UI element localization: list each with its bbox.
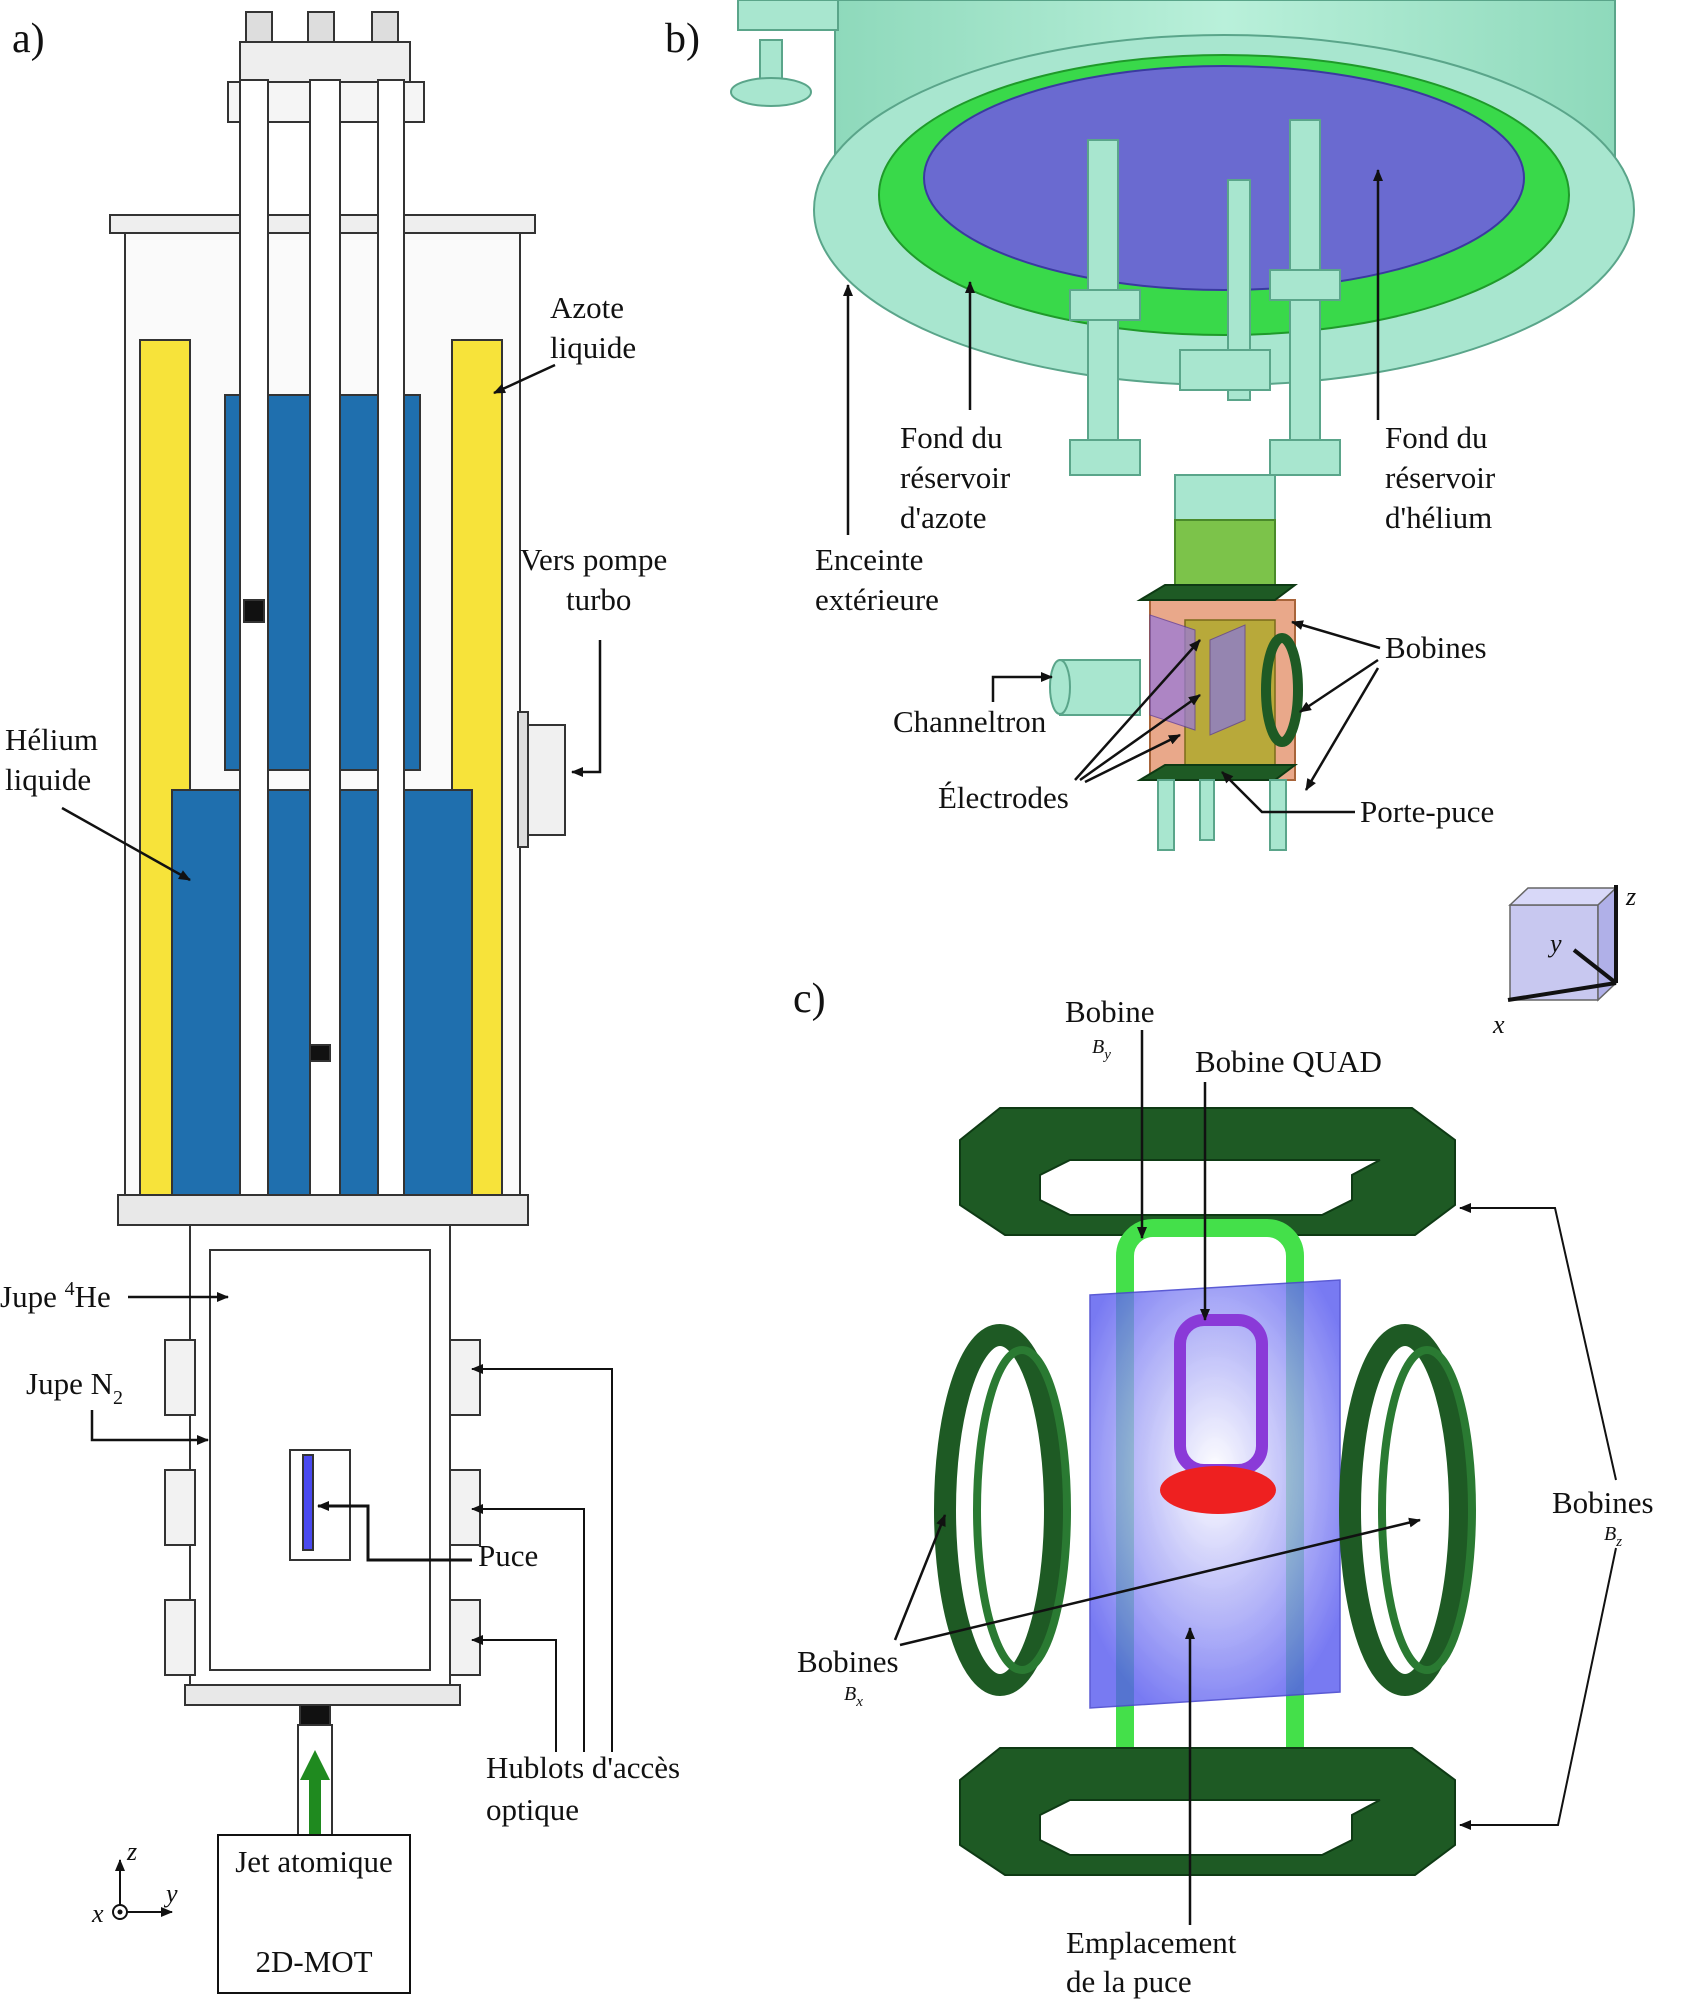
bobines-bz-arrow-top xyxy=(1459,1203,1617,1481)
axis-cube-z: z xyxy=(1625,882,1636,911)
cryostat-drawing xyxy=(109,11,566,1836)
azote-label-1: Azote xyxy=(550,290,624,325)
bobines-bx-label: Bobines xyxy=(797,1644,899,1679)
axis-a-z: z xyxy=(126,1837,137,1866)
hublots-arrow-1 xyxy=(471,1364,613,1752)
porte-puce-label: Porte-puce xyxy=(1360,794,1494,829)
axis-cube: z y x xyxy=(1492,882,1636,1039)
bobines-bz-label: Bobines xyxy=(1552,1485,1654,1520)
vers-pompe-label-2: turbo xyxy=(566,582,631,617)
channeltron-arrow xyxy=(991,672,1053,702)
channeltron-label: Channeltron xyxy=(893,704,1047,739)
vers-pompe-arrow xyxy=(571,640,602,777)
axis-a-x: x xyxy=(91,1899,104,1928)
top-valve-2 xyxy=(307,11,335,43)
bobines-b-arrow-2 xyxy=(1299,658,1379,714)
quad-red-region xyxy=(1160,1466,1276,1514)
support-pipes xyxy=(1069,119,1341,476)
fond-azote-label-3: d'azote xyxy=(900,500,986,535)
panel-b-tag: b) xyxy=(665,16,700,62)
coil-bx-left xyxy=(934,1324,1066,1696)
axis-triad-a: z y x xyxy=(91,1837,178,1928)
enceinte-label-2: extérieure xyxy=(815,582,939,617)
bobines-b-arrow-3 xyxy=(1304,667,1380,791)
bobines-bx-arrow-right xyxy=(899,1517,1421,1647)
hublots-arrow-2 xyxy=(471,1504,585,1752)
bobines-b-arrow-1 xyxy=(1291,620,1381,650)
mot-label: 2D-MOT xyxy=(255,1944,372,1979)
bobine-by-sub: By xyxy=(1092,1036,1111,1063)
side-valve xyxy=(730,77,812,107)
nitrogen-jacket-right xyxy=(451,339,503,1211)
panel-a-tag: a) xyxy=(12,16,45,62)
top-valve-1 xyxy=(245,11,273,43)
atomic-beam-arrow xyxy=(300,1750,330,1835)
puce-arrow xyxy=(317,1501,472,1562)
axis-a-y: y xyxy=(163,1879,178,1908)
emplacement-label-1: Emplacement xyxy=(1066,1925,1237,1960)
helium-label-2: liquide xyxy=(5,762,91,797)
bobines-bz-arrow-bottom xyxy=(1459,1547,1617,1830)
coil-b-bottom xyxy=(1136,764,1298,781)
enceinte-label-1: Enceinte xyxy=(815,542,923,577)
azote-arrow xyxy=(493,363,556,395)
azote-label-2: liquide xyxy=(550,330,636,365)
axis-cube-x: x xyxy=(1492,1010,1505,1039)
nitrogen-jacket-left xyxy=(139,339,191,1211)
bobines-bz-sub: Bz xyxy=(1604,1523,1622,1550)
top-valve-3 xyxy=(371,11,399,43)
fond-azote-label-1: Fond du xyxy=(900,420,1003,455)
emplacement-label-2: de la puce xyxy=(1066,1964,1192,1999)
panel-c-tag: c) xyxy=(793,976,826,1022)
electrodes-arrow-1 xyxy=(1074,639,1201,781)
coil-b-side xyxy=(1261,633,1303,747)
hublots-label-2: optique xyxy=(486,1792,579,1827)
mot-box xyxy=(217,1834,411,1994)
fond-azote-label-2: réservoir xyxy=(900,460,1011,495)
fond-helium-label-2: réservoir xyxy=(1385,460,1496,495)
axis-cube-y: y xyxy=(1547,929,1562,958)
electrodes-arrow-3 xyxy=(1084,733,1181,784)
fond-helium-label-1: Fond du xyxy=(1385,420,1488,455)
channeltron-body xyxy=(1059,659,1141,716)
panel-a: a) xyxy=(0,11,680,1994)
electrodes-label: Électrodes xyxy=(938,780,1069,815)
fond-helium-label-3: d'hélium xyxy=(1385,500,1492,535)
bobines-bx-sub: Bx xyxy=(844,1683,863,1710)
bobine-quad-label: Bobine QUAD xyxy=(1195,1044,1382,1079)
coil-bx-right xyxy=(1339,1324,1471,1696)
chip-in-cryostat xyxy=(302,1454,314,1551)
vers-pompe-label-1: Vers pompe xyxy=(520,542,667,577)
bobine-by-label: Bobine xyxy=(1065,994,1155,1029)
hublots-label-1: Hublots d'accès xyxy=(486,1750,680,1785)
bobines-bx-arrow-left xyxy=(893,1514,947,1641)
hublots-arrow-3 xyxy=(471,1635,557,1752)
electrode-right xyxy=(1209,624,1246,736)
jupe-n2-label: Jupe N2 xyxy=(26,1366,123,1409)
bobines-b-label: Bobines xyxy=(1385,630,1487,665)
jupe-n2-arrow xyxy=(90,1410,209,1445)
panel-b: b) xyxy=(665,0,1636,1039)
helium-label-1: Hélium xyxy=(5,722,98,757)
porte-puce-arrow xyxy=(1221,771,1355,814)
helium-arrow xyxy=(61,806,191,882)
panel-c: c) Bobine By Bobine QUAD Bobines Bz Bobi… xyxy=(793,976,1654,1999)
puce-label: Puce xyxy=(478,1538,538,1573)
jupe-he-label: Jupe 4He xyxy=(0,1278,111,1314)
electrodes-arrow-2 xyxy=(1079,693,1201,782)
helium-reservoir-bottom xyxy=(923,65,1525,291)
jet-atomique-label: Jet atomique xyxy=(235,1844,393,1879)
coil-b-top xyxy=(1136,584,1298,601)
